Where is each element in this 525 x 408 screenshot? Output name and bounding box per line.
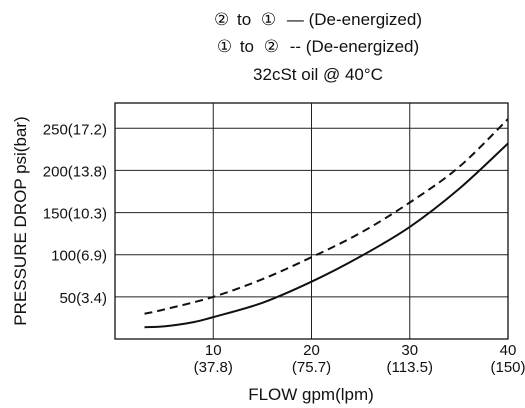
y-tick-label-2: 100(6.9) [51,248,107,265]
legend-entry-2: ① to ② -- (De-energized) [217,37,419,56]
y-tick-label-4: 200(13.8) [43,163,107,180]
legend-2-to: ② [264,37,279,56]
legend-1-to: ① [261,10,276,29]
y-axis-title: PRESSURE DROP psi(bar) [11,116,30,325]
x-tick-label-1: 10 [205,342,222,359]
legend-1-label: (De-energized) [309,10,422,29]
legend-2-swatch: -- [290,37,301,56]
x-axis-title: FLOW gpm(lpm) [248,385,374,404]
x-tick-label-2: 20 [303,342,320,359]
x-tick-sublabel-1: (37.8) [194,359,233,376]
legend-2-label: (De-energized) [306,37,419,56]
grid [115,103,508,339]
x-tick-sublabel-4: (150) [490,359,525,376]
legend-condition: 32cSt oil @ 40°C [253,65,383,84]
y-tick-label-3: 150(10.3) [43,206,107,223]
legend-entry-1: ② to ① — (De-energized) [214,10,422,29]
legend-1-from: ② [214,10,229,29]
legend-1-swatch: — [287,10,304,29]
legend-1-connector: to [237,10,251,29]
legend-2-connector: to [240,37,254,56]
series-line-solid [144,142,509,329]
legend-2-from: ① [217,37,232,56]
x-tick-sublabel-3: (113.5) [387,359,433,376]
x-tick-label-3: 30 [401,342,418,359]
legend: ② to ① — (De-energized) ① to ② -- (De-en… [214,10,422,84]
plot-frame [114,102,509,340]
series-group [144,118,509,329]
y-tick-labels: 50(3.4) 100(6.9) 150(10.3) 200(13.8) 250(17.… [43,121,107,307]
y-tick-label-1: 50(3.4) [59,290,107,307]
x-tick-label-4: 40 [500,342,517,359]
y-tick-label-5: 250(17.2) [43,121,107,138]
x-tick-labels: 10(37.8) 20(75.7) 30(113.5) 40(150) [194,342,525,376]
x-tick-sublabel-2: (75.7) [292,359,331,376]
series-line-dashed [144,118,509,315]
